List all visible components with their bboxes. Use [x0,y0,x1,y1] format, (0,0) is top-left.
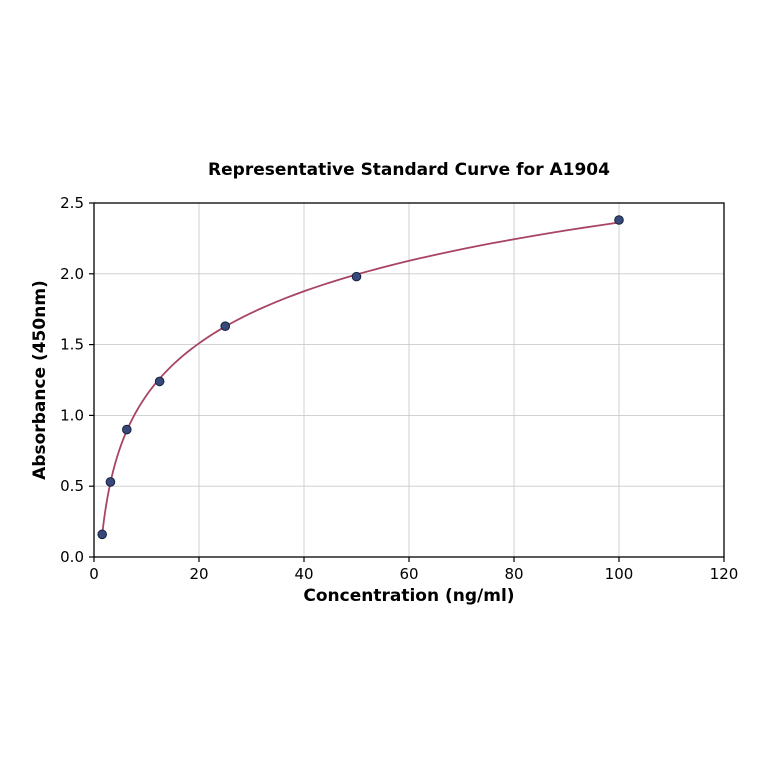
plot-border [93,202,725,558]
data-point [122,424,132,435]
y-tick-label: 1.0 [60,406,84,424]
data-point [351,271,362,282]
y-tick-label: 2.0 [60,265,84,283]
data-point [220,321,231,331]
x-tick-label: 0 [89,565,99,583]
data-point [105,477,116,487]
x-tick-label: 40 [294,565,313,583]
data-point [614,215,624,225]
x-tick-label: 20 [189,565,208,583]
data-point [154,376,165,387]
x-tick-label: 100 [605,565,634,583]
x-tick-label: 60 [399,565,418,583]
standard-curve-line [101,221,620,536]
y-tick-label: 0.0 [60,548,84,566]
y-tick-label: 2.5 [60,194,84,212]
x-tick-label: 80 [504,565,523,583]
x-axis-label: Concentration (ng/ml) [303,586,515,606]
data-point [97,529,107,540]
chart-title: Representative Standard Curve for A1904 [208,160,610,180]
y-tick-label: 0.5 [60,477,84,495]
x-tick-label: 120 [710,565,739,583]
y-tick-label: 1.5 [60,336,84,354]
